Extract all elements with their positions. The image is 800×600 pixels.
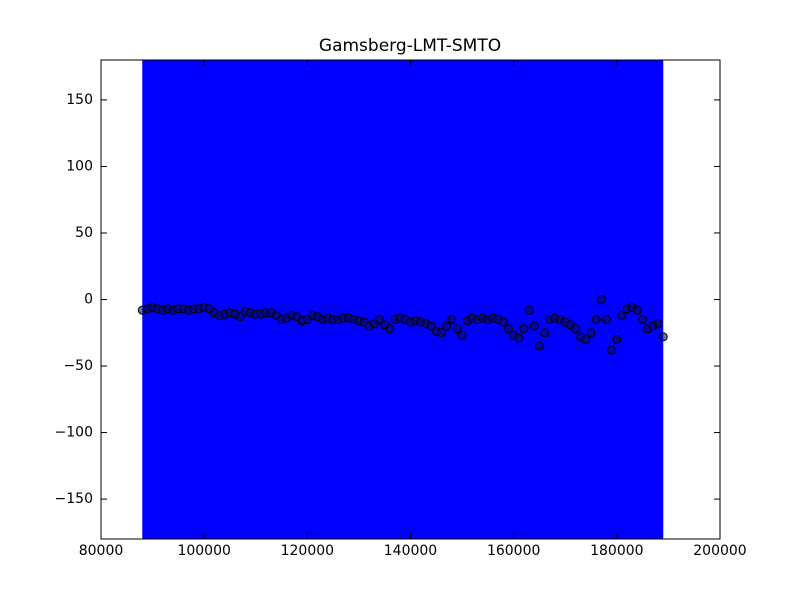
y-tick-label: −100 <box>55 425 93 441</box>
point <box>524 305 534 315</box>
point <box>457 330 467 340</box>
point <box>426 321 436 331</box>
x-tick-label: 200000 <box>693 543 746 559</box>
x-tick-label: 100000 <box>177 543 230 559</box>
point <box>498 317 508 327</box>
y-tick-label: −150 <box>55 491 93 507</box>
chart-title: Gamsberg-LMT-SMTO <box>319 36 501 56</box>
x-tick-label: 140000 <box>384 543 437 559</box>
y-tick-label: 50 <box>75 225 93 241</box>
x-tick-label: 160000 <box>487 543 540 559</box>
point <box>442 321 452 331</box>
point <box>540 328 550 338</box>
x-tick-label: 120000 <box>281 543 334 559</box>
point <box>534 341 544 351</box>
point <box>529 321 539 331</box>
point <box>581 334 591 344</box>
point <box>447 314 457 324</box>
y-tick-label: 100 <box>66 158 93 174</box>
point <box>235 312 245 322</box>
point <box>519 324 529 334</box>
point <box>514 333 524 343</box>
point <box>602 314 612 324</box>
point <box>591 314 601 324</box>
point <box>385 324 395 334</box>
point <box>617 310 627 320</box>
point <box>436 328 446 338</box>
point <box>571 324 581 334</box>
shaded-span <box>142 60 664 539</box>
point <box>586 328 596 338</box>
y-tick-label: −50 <box>63 358 93 374</box>
point <box>638 314 648 324</box>
point <box>653 318 663 328</box>
point <box>596 295 606 304</box>
point <box>375 314 385 324</box>
x-tick-label: 80000 <box>79 543 124 559</box>
point <box>504 324 514 334</box>
y-tick-label: 150 <box>66 92 93 108</box>
point <box>452 324 462 334</box>
x-tick-label: 180000 <box>590 543 643 559</box>
point <box>612 334 622 344</box>
point <box>632 305 642 315</box>
y-tick-label: 0 <box>84 292 93 308</box>
point <box>607 345 617 355</box>
point <box>658 332 668 342</box>
